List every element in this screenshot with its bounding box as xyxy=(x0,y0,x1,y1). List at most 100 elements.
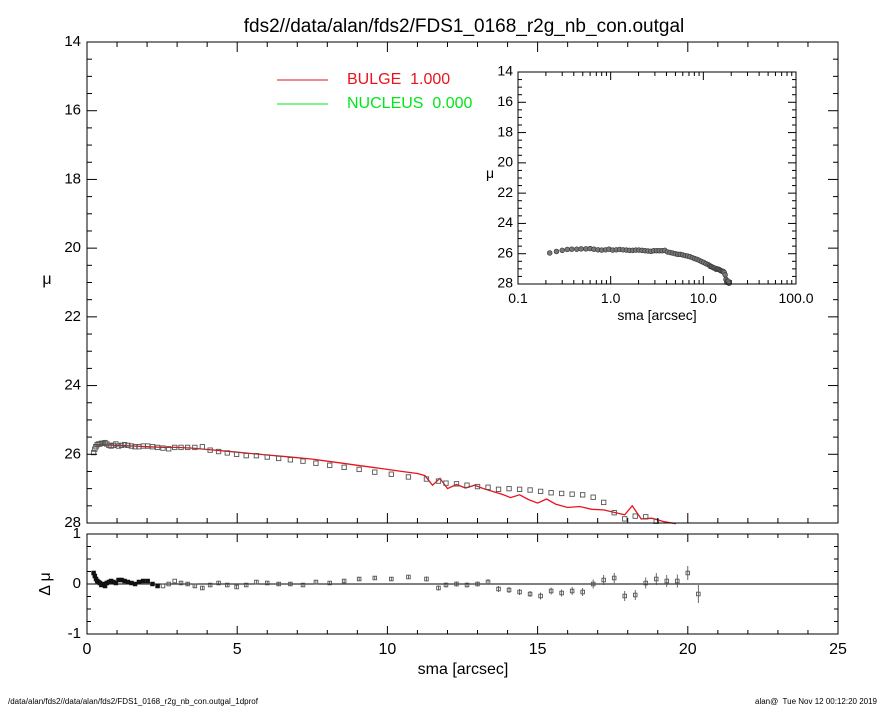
main-y-tick-label: 28 xyxy=(64,514,81,531)
x-tick-label: 25 xyxy=(829,641,847,658)
residual-data-point xyxy=(132,581,138,587)
residual-data-point xyxy=(140,578,146,584)
residual-data-point xyxy=(538,593,543,599)
main-data-point xyxy=(192,444,198,451)
inset-y-tick-label: 20 xyxy=(497,154,513,170)
main-data-point xyxy=(118,442,125,449)
x-tick-label: 5 xyxy=(233,641,242,658)
inset-y-axis-label: μ xyxy=(486,165,494,181)
main-data-point xyxy=(166,446,172,452)
main-data-point xyxy=(372,469,378,475)
residual-data-point xyxy=(207,582,213,588)
residual-data-point xyxy=(464,582,470,588)
residual-data-point xyxy=(496,586,501,592)
inset-log-profile-panel: 14 16 18 20 22 24 26 28 0.1 1.0 10.0 100.0 μ sma [… xyxy=(486,63,814,323)
main-data-point xyxy=(313,460,319,466)
residual-y-tick-label: -1 xyxy=(68,625,81,642)
residual-data-point xyxy=(485,579,491,585)
residual-data-point xyxy=(160,583,166,589)
residual-data-point xyxy=(406,574,411,580)
residual-data-point xyxy=(372,575,378,581)
residual-data-point xyxy=(136,579,142,585)
main-data-point xyxy=(548,490,554,496)
main-data-point xyxy=(121,442,128,448)
residual-data-point xyxy=(654,576,659,582)
residual-data-point xyxy=(590,581,596,587)
main-data-point xyxy=(224,450,230,456)
main-data-point xyxy=(264,454,270,460)
main-data-point xyxy=(327,462,333,468)
main-data-point xyxy=(423,476,430,482)
x-tick-label: 20 xyxy=(679,641,697,658)
residual-data-point xyxy=(125,579,131,585)
residual-data-point xyxy=(216,580,221,586)
residual-data-point xyxy=(443,582,449,588)
inset-y-tick-label: 14 xyxy=(497,63,513,79)
main-data-point xyxy=(622,516,628,522)
main-data-point xyxy=(115,443,122,449)
main-data-point xyxy=(405,474,412,480)
legend: BULGE 1.000 NUCLEUS 0.000 xyxy=(277,71,472,112)
footer-timestamp: alan@ Tue Nov 12 00:12:20 2019 xyxy=(755,697,878,706)
main-data-point xyxy=(495,486,502,492)
residual-data-point xyxy=(664,578,670,584)
x-tick-label: 10 xyxy=(379,641,397,658)
residual-y-tick-label: 1 xyxy=(73,525,81,542)
inset-data-point xyxy=(578,246,584,252)
residual-data-point xyxy=(264,580,270,586)
residual-data-point xyxy=(276,581,281,587)
main-data-point xyxy=(172,444,178,451)
residual-data-point xyxy=(243,582,249,588)
residual-data-point xyxy=(166,581,171,587)
main-data-point xyxy=(154,444,161,451)
main-data-point xyxy=(590,494,596,500)
main-data-point xyxy=(215,448,222,455)
main-data-point xyxy=(516,486,523,492)
x-axis-label: sma [arcsec] xyxy=(418,661,509,678)
main-y-tick-label: 22 xyxy=(64,308,81,325)
residual-data-point xyxy=(527,591,533,597)
residual-data-point xyxy=(632,592,638,598)
x-tick-label: 15 xyxy=(529,641,547,658)
main-profile-panel: 14 16 18 20 22 24 26 28 μ xyxy=(42,33,839,531)
inset-data-point xyxy=(547,250,553,256)
main-y-tick-label: 26 xyxy=(64,445,81,462)
inset-y-tick-label: 18 xyxy=(497,123,513,139)
inset-data-point xyxy=(569,246,575,252)
inset-data-point xyxy=(564,246,570,253)
residual-data-point xyxy=(356,576,362,582)
main-data-point xyxy=(632,513,638,519)
main-y-axis-label: μ xyxy=(42,271,51,288)
main-data-point xyxy=(558,490,565,497)
main-data-point xyxy=(199,444,206,450)
chart-title: fds2//data/alan/fds2/FDS1_0168_r2g_nb_co… xyxy=(244,16,685,37)
residual-data-point xyxy=(200,585,205,591)
main-data-point xyxy=(485,484,491,490)
residual-data-point xyxy=(150,581,155,587)
footer-filepath: /data/alan/fds2//data/alan/fds2/FDS1_016… xyxy=(8,697,259,706)
main-data-point xyxy=(243,453,249,459)
residual-y-tick-label: 0 xyxy=(73,575,81,592)
main-data-point xyxy=(527,487,533,493)
inset-data-point xyxy=(553,248,560,255)
main-data-point xyxy=(443,480,449,486)
residual-data-point xyxy=(475,581,480,587)
main-y-tick-label: 18 xyxy=(64,170,81,187)
x-tick-label: 0 xyxy=(83,641,92,658)
inset-x-axis-label: sma [arcsec] xyxy=(617,307,696,323)
main-data-point xyxy=(132,444,138,450)
residual-data-point xyxy=(454,581,459,587)
residual-data-point xyxy=(601,577,606,583)
residual-data-point xyxy=(254,579,259,585)
main-data-point xyxy=(506,485,512,492)
inset-x-tick-label: 100.0 xyxy=(778,290,813,306)
residual-data-point xyxy=(172,578,177,584)
main-data-point xyxy=(611,510,617,516)
residual-y-axis-label: Δ μ xyxy=(37,572,54,595)
residual-data-point xyxy=(696,591,701,597)
inset-y-tick-label: 26 xyxy=(497,244,513,260)
bulge-model-line xyxy=(93,444,676,525)
residual-data-point xyxy=(145,578,150,584)
main-data-point xyxy=(149,444,156,450)
